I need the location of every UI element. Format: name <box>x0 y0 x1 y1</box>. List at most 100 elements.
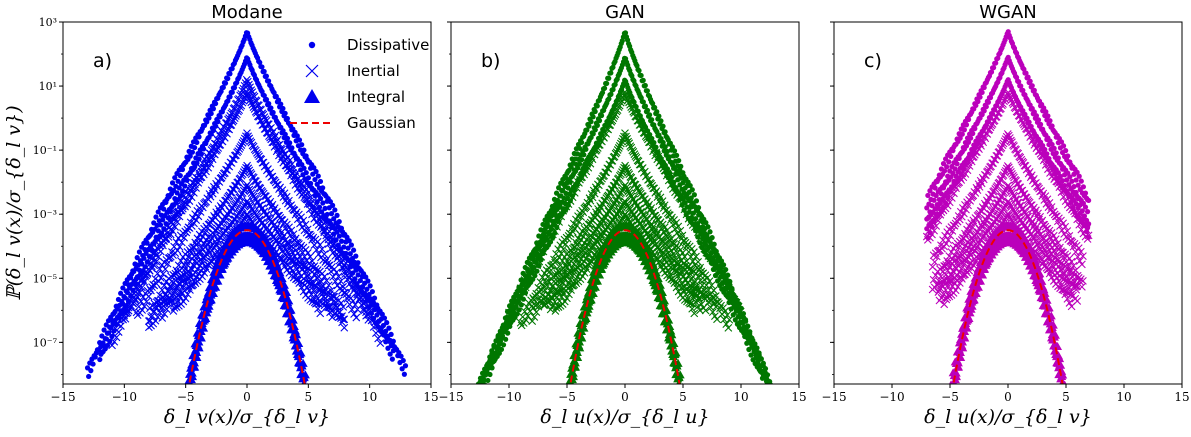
data-point <box>101 327 107 333</box>
x-tick-label: 15 <box>791 390 806 404</box>
data-point <box>308 180 314 187</box>
data-point <box>948 153 954 160</box>
data-point <box>762 366 769 372</box>
data-point <box>287 325 297 334</box>
data-point <box>691 192 697 198</box>
data-point <box>707 229 713 235</box>
data-point <box>238 86 247 95</box>
data-point <box>629 147 638 156</box>
data-point <box>625 139 634 148</box>
data-point <box>650 100 656 107</box>
data-point <box>153 313 162 321</box>
data-point <box>120 285 126 291</box>
data-point <box>266 101 272 107</box>
data-point <box>206 115 212 121</box>
data-point <box>682 185 688 191</box>
data-point <box>533 261 542 270</box>
data-point <box>691 203 698 209</box>
data-point <box>485 377 491 384</box>
data-point <box>198 272 206 281</box>
data-point <box>299 142 305 148</box>
data-point <box>633 104 639 110</box>
data-point <box>1073 177 1079 183</box>
data-point <box>1045 113 1051 119</box>
data-point <box>108 341 116 350</box>
data-point <box>244 183 253 192</box>
data-point <box>198 151 204 157</box>
data-point <box>350 310 358 318</box>
data-point <box>680 180 686 186</box>
data-point <box>1025 74 1031 80</box>
data-point <box>170 303 179 312</box>
data-point <box>625 98 633 107</box>
data-point <box>588 193 597 202</box>
data-point <box>945 198 954 207</box>
data-point <box>692 252 700 261</box>
data-point <box>698 217 704 224</box>
data-point <box>541 241 550 250</box>
x-tick-label: −15 <box>50 390 75 404</box>
data-point <box>764 372 771 378</box>
data-point <box>555 218 564 226</box>
data-point <box>930 226 938 235</box>
data-point <box>570 188 579 197</box>
data-point <box>184 190 193 199</box>
data-point <box>347 251 353 257</box>
data-point <box>327 286 335 295</box>
data-point <box>261 68 267 75</box>
data-point <box>201 228 210 237</box>
data-point <box>247 98 256 107</box>
data-point <box>243 180 252 189</box>
data-point <box>159 241 167 250</box>
data-point <box>264 165 272 173</box>
panel-label: a) <box>93 50 112 72</box>
data-point <box>578 272 587 281</box>
data-point <box>228 203 237 212</box>
data-point <box>315 173 321 179</box>
data-point <box>290 261 299 269</box>
data-point <box>350 247 357 253</box>
data-point <box>229 116 238 125</box>
data-point <box>613 146 622 154</box>
data-point <box>524 312 532 320</box>
legend-item: Integral <box>304 88 405 106</box>
gaussian-curve <box>188 229 306 384</box>
data-point <box>290 164 299 173</box>
data-point <box>194 212 203 221</box>
data-point <box>300 268 309 277</box>
data-point <box>314 278 323 287</box>
data-point <box>256 184 265 193</box>
data-point <box>284 115 290 122</box>
data-point <box>682 267 691 276</box>
data-point <box>263 96 270 103</box>
data-point <box>642 82 648 89</box>
data-point <box>317 178 324 185</box>
data-point <box>104 342 111 349</box>
data-point <box>767 385 772 390</box>
data-point <box>622 90 630 99</box>
data-point <box>669 276 678 285</box>
data-point <box>498 346 505 353</box>
data-point <box>140 302 149 311</box>
data-point <box>655 220 664 228</box>
data-point <box>234 196 243 204</box>
data-point <box>162 305 171 314</box>
data-point <box>331 216 337 222</box>
data-point <box>721 307 730 315</box>
data-point <box>320 288 329 296</box>
data-point <box>630 150 639 159</box>
data-point <box>740 314 747 321</box>
data-point <box>243 210 252 219</box>
data-point <box>189 188 198 197</box>
data-point <box>1027 78 1033 84</box>
data-point <box>301 147 307 153</box>
data-point <box>182 183 188 189</box>
data-point <box>192 184 200 192</box>
data-point <box>652 104 658 111</box>
data-point <box>260 125 269 133</box>
data-point <box>1055 155 1061 161</box>
data-point <box>246 187 255 196</box>
x-tick-label: 0 <box>621 390 629 404</box>
data-point <box>932 222 941 230</box>
